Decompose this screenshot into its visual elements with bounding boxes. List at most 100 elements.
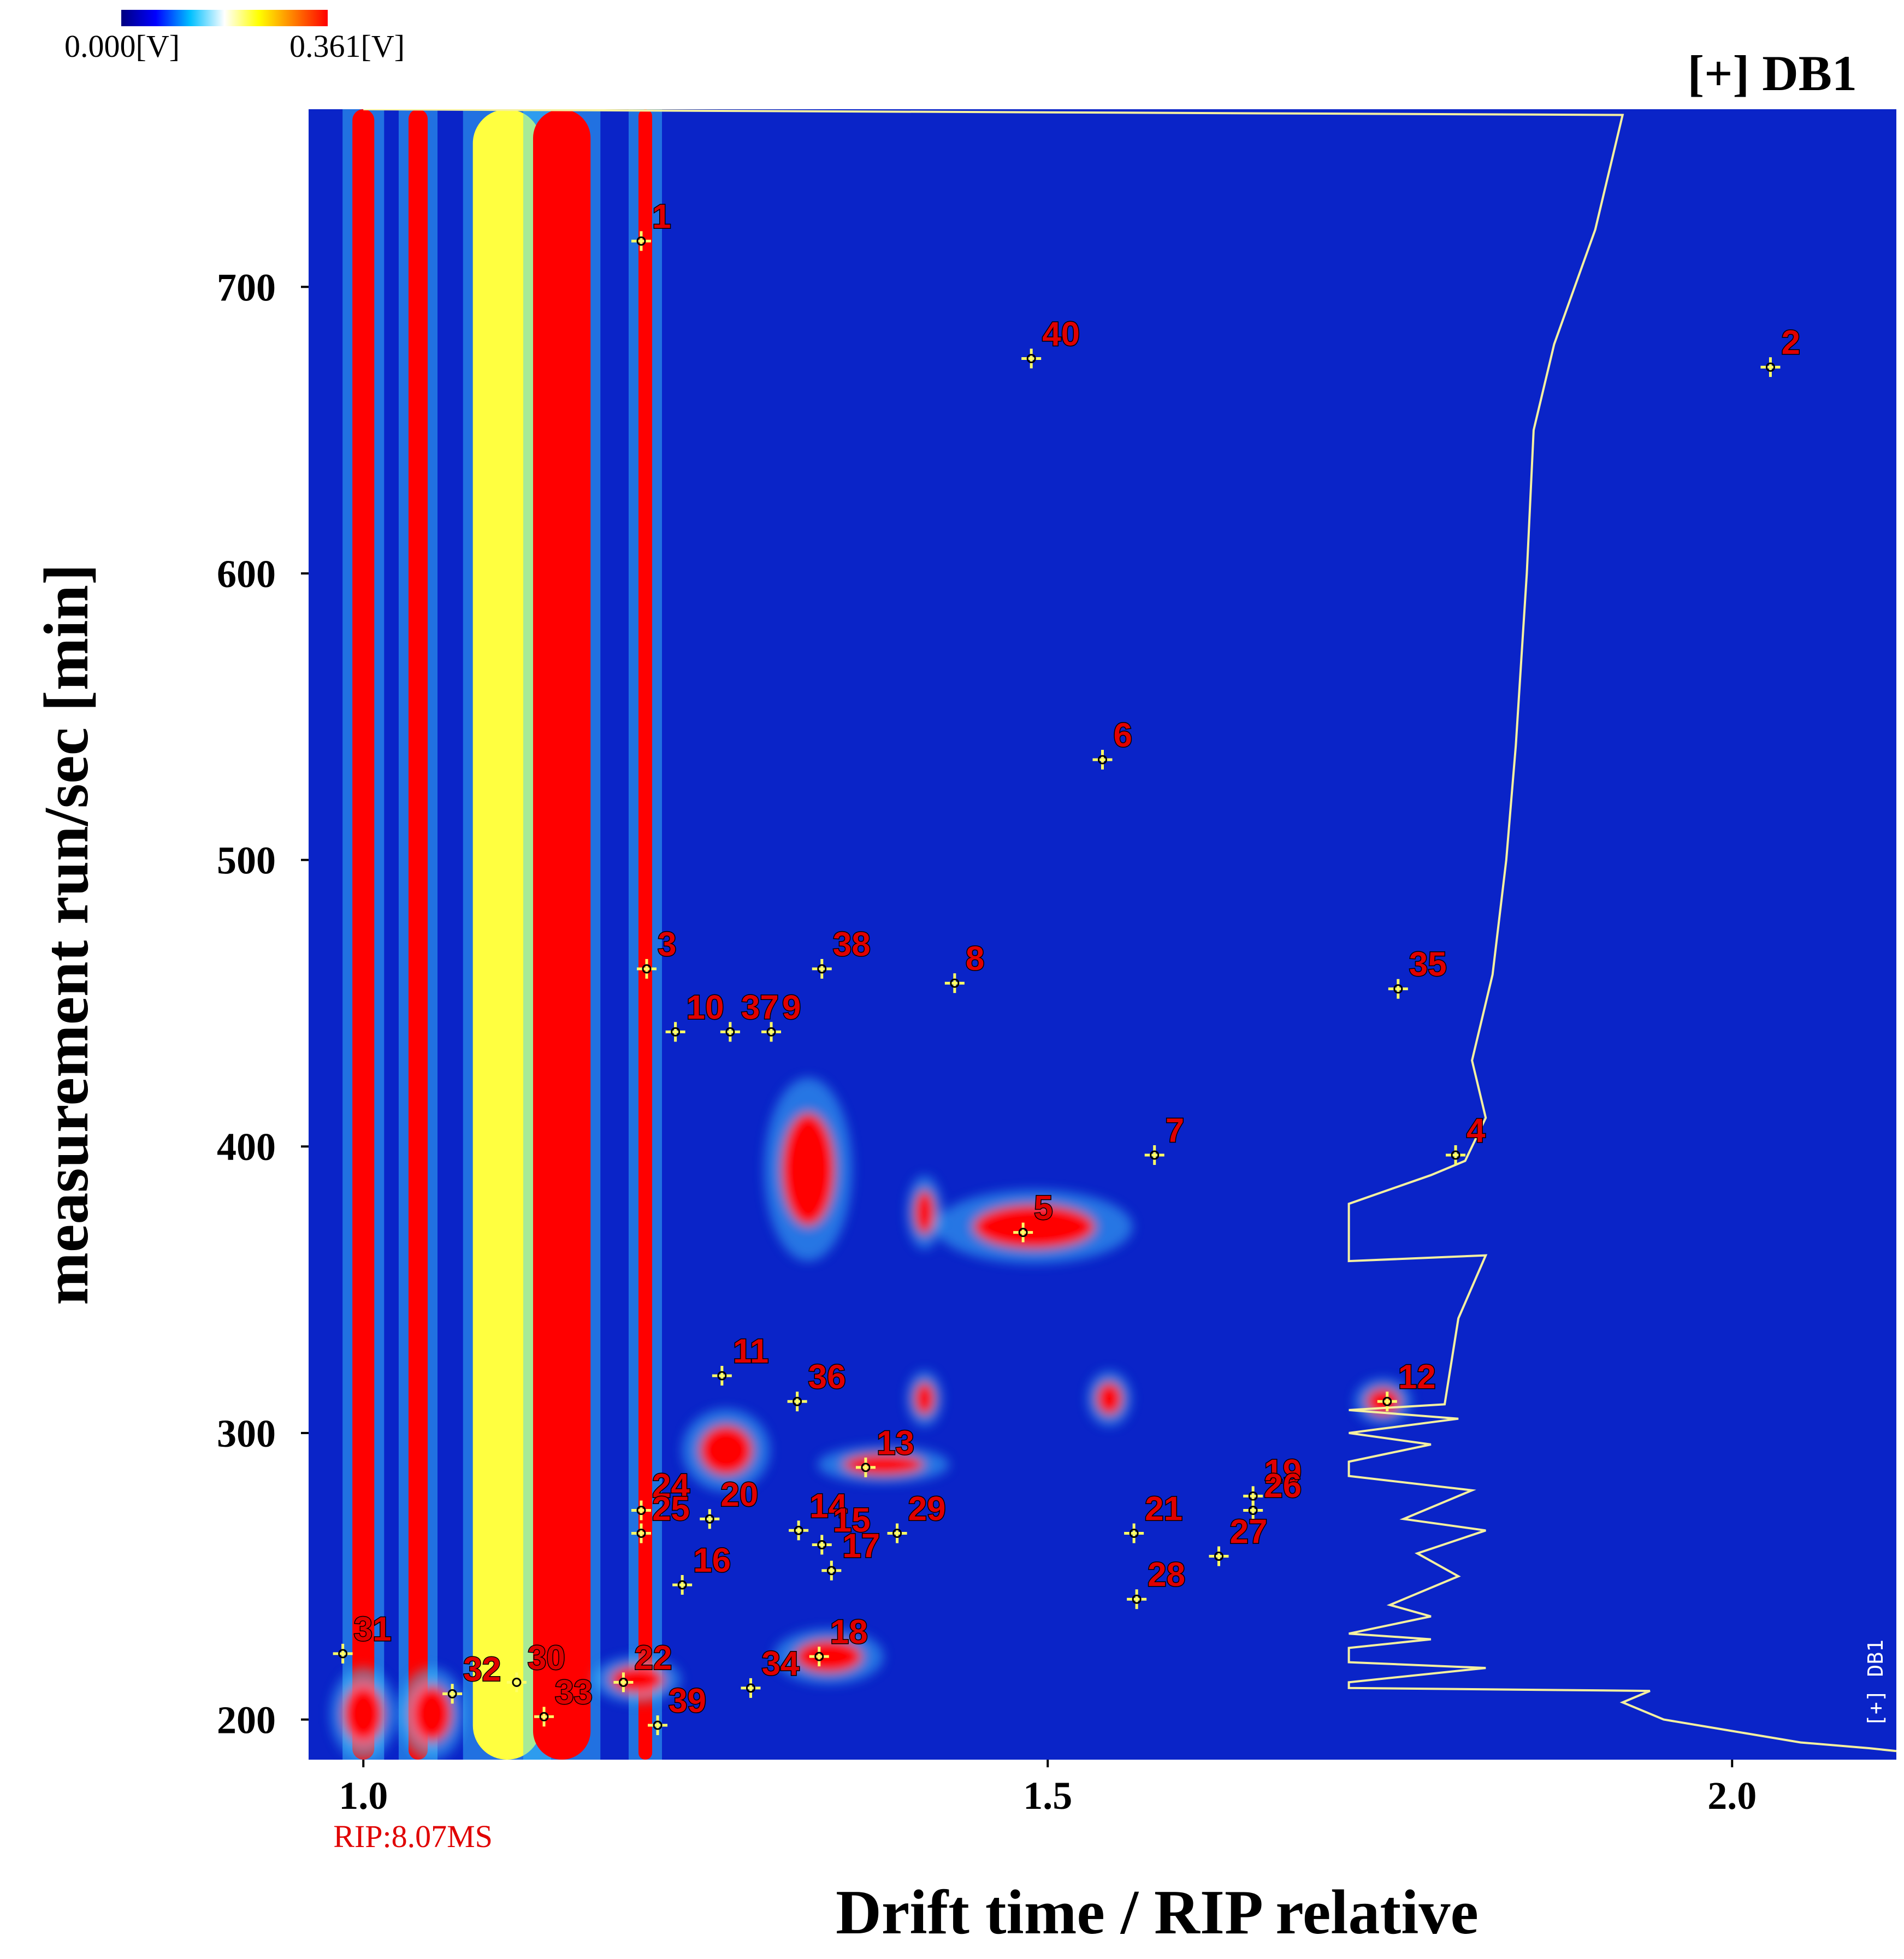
peak-marker-15: 15 bbox=[812, 1501, 871, 1555]
peak-label-26: 26 bbox=[1264, 1467, 1302, 1505]
peak-label-25: 25 bbox=[652, 1490, 690, 1528]
peak-marker-31: 31 bbox=[333, 1609, 392, 1664]
peak-label-37: 37 bbox=[741, 989, 779, 1026]
peak-center bbox=[817, 964, 827, 974]
peak-label-38: 38 bbox=[833, 926, 871, 963]
peak-marker-37: 37 bbox=[720, 988, 779, 1042]
chart-title: [+] DB1 bbox=[1688, 45, 1858, 101]
peak-center bbox=[636, 1506, 646, 1516]
blob-4 bbox=[913, 1381, 936, 1416]
peak-label-4: 4 bbox=[1467, 1112, 1486, 1150]
peak-label-29: 29 bbox=[908, 1490, 946, 1528]
x-tick-label: 1.0 bbox=[339, 1774, 388, 1818]
peak-center bbox=[950, 978, 960, 988]
peak-marker-8: 8 bbox=[944, 939, 985, 993]
peak-marker-21: 21 bbox=[1124, 1489, 1184, 1543]
peak-marker-32: 32 bbox=[442, 1650, 502, 1704]
peak-label-6: 6 bbox=[1114, 717, 1132, 754]
band-5 bbox=[638, 109, 653, 1760]
peak-center bbox=[746, 1683, 755, 1693]
peak-label-13: 13 bbox=[877, 1424, 914, 1462]
peak-label-35: 35 bbox=[1409, 946, 1447, 984]
blob-3 bbox=[913, 1189, 936, 1235]
x-axis-title: Drift time / RIP relative bbox=[836, 1878, 1479, 1948]
peak-label-7: 7 bbox=[1166, 1112, 1184, 1150]
peak-marker-2: 2 bbox=[1760, 323, 1801, 377]
peak-marker-40: 40 bbox=[1021, 315, 1081, 369]
peak-marker-36: 36 bbox=[787, 1358, 847, 1412]
peak-label-28: 28 bbox=[1148, 1556, 1185, 1594]
band-2 bbox=[408, 109, 428, 1760]
peak-marker-3: 3 bbox=[636, 925, 677, 979]
band-3 bbox=[472, 109, 542, 1760]
peak-marker-20: 20 bbox=[700, 1475, 759, 1529]
peak-marker-13: 13 bbox=[855, 1423, 915, 1477]
peak-label-17: 17 bbox=[842, 1528, 880, 1565]
peak-marker-11: 11 bbox=[712, 1331, 770, 1386]
peak-marker-14: 14 bbox=[789, 1487, 848, 1541]
y-tick-label: 600 bbox=[217, 552, 276, 596]
peak-label-2: 2 bbox=[1781, 324, 1800, 362]
peak-center bbox=[642, 964, 652, 974]
x-axis-ticks: 1.0 1.5 2.0 bbox=[339, 1760, 1757, 1818]
peak-label-36: 36 bbox=[808, 1358, 846, 1396]
y-tick-label: 200 bbox=[217, 1698, 276, 1742]
blob-12 bbox=[411, 1685, 453, 1743]
peak-label-39: 39 bbox=[669, 1682, 706, 1720]
peak-center bbox=[1248, 1491, 1258, 1501]
peak-center bbox=[636, 236, 646, 246]
peak-marker-39: 39 bbox=[648, 1682, 707, 1736]
peak-center bbox=[447, 1689, 457, 1698]
peak-center bbox=[817, 1540, 827, 1550]
peak-center bbox=[814, 1652, 824, 1661]
blob-2 bbox=[972, 1204, 1096, 1250]
peak-center bbox=[892, 1529, 902, 1538]
peak-marker-25: 25 bbox=[631, 1489, 690, 1543]
peak-center bbox=[717, 1371, 727, 1381]
peak-label-33: 33 bbox=[555, 1673, 593, 1711]
peak-label-3: 3 bbox=[658, 926, 676, 963]
peak-center bbox=[766, 1027, 776, 1037]
peak-marker-9: 9 bbox=[761, 988, 802, 1042]
peak-center bbox=[1098, 755, 1107, 765]
peak-marker-5: 5 bbox=[1013, 1188, 1054, 1242]
peak-marker-16: 16 bbox=[672, 1541, 732, 1595]
peak-marker-6: 6 bbox=[1092, 715, 1133, 770]
peak-label-16: 16 bbox=[693, 1542, 731, 1579]
peak-center bbox=[1150, 1150, 1160, 1160]
peak-marker-29: 29 bbox=[887, 1489, 947, 1543]
peak-marker-10: 10 bbox=[665, 988, 725, 1042]
peak-label-31: 31 bbox=[354, 1611, 392, 1648]
intensity-blobs bbox=[330, 1078, 1412, 1760]
peak-marker-38: 38 bbox=[812, 925, 871, 979]
peak-label-20: 20 bbox=[720, 1476, 758, 1513]
side-label: [+] DB1 bbox=[1864, 1640, 1888, 1727]
peak-label-34: 34 bbox=[761, 1645, 799, 1683]
peak-center bbox=[1214, 1551, 1224, 1561]
peak-marker-19: 19 bbox=[1243, 1452, 1303, 1506]
colorbar-max-label: 0.361[V] bbox=[289, 28, 405, 64]
peak-center bbox=[1248, 1506, 1258, 1516]
peak-marker-35: 35 bbox=[1388, 945, 1447, 999]
peak-center bbox=[1451, 1150, 1460, 1160]
peak-label-15: 15 bbox=[833, 1502, 871, 1540]
peak-marker-18: 18 bbox=[809, 1613, 868, 1667]
peak-center bbox=[725, 1027, 735, 1037]
y-tick-label: 500 bbox=[217, 839, 276, 883]
peak-label-24: 24 bbox=[652, 1467, 690, 1505]
peak-center bbox=[539, 1712, 549, 1721]
peak-label-30: 30 bbox=[528, 1639, 565, 1677]
peak-marker-1: 1 bbox=[631, 197, 672, 251]
peak-center bbox=[1129, 1529, 1139, 1538]
intensity-bands bbox=[342, 109, 663, 1760]
peak-marker-30: 30 bbox=[506, 1638, 566, 1692]
peak-marker-34: 34 bbox=[741, 1644, 800, 1698]
peak-center bbox=[338, 1649, 348, 1659]
peak-label-19: 19 bbox=[1264, 1453, 1302, 1490]
peak-center bbox=[636, 1529, 646, 1538]
peak-label-8: 8 bbox=[966, 940, 984, 978]
band-4 bbox=[533, 109, 591, 1760]
peak-label-32: 32 bbox=[463, 1650, 501, 1688]
